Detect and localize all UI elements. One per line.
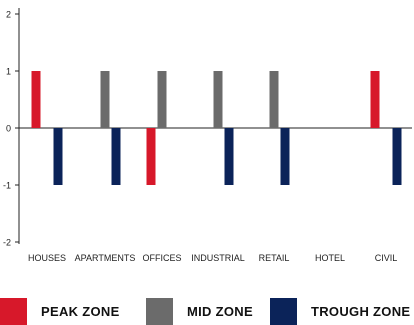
legend-item-peak-zone: PEAK ZONE xyxy=(0,297,120,325)
x-tick-label: APARTMENTS xyxy=(75,253,136,263)
bar-trough-zone-houses xyxy=(53,128,63,185)
bar-trough-zone-civil xyxy=(392,128,402,185)
bar-mid-zone-industrial xyxy=(213,71,223,128)
chart-area: 2 1 0 -1 -2 HOUSES APARTMENTS OFFICES INDUSTRIAL… xyxy=(3,8,412,263)
legend-label-mid-zone: MID ZONE xyxy=(187,303,253,319)
x-tick-label: OFFICES xyxy=(142,253,181,263)
bar-trough-zone-industrial xyxy=(224,128,234,185)
y-tick-label: 1 xyxy=(6,67,11,77)
y-tick-label: 0 xyxy=(6,124,11,134)
legend-item-trough-zone: TROUGH ZONE xyxy=(270,297,411,325)
x-tick-label: INDUSTRIAL xyxy=(191,253,245,263)
legend: PEAK ZONE MID ZONE TROUGH ZONE xyxy=(0,297,414,325)
bar-peak-zone-houses xyxy=(31,71,41,128)
x-tick-label: HOUSES xyxy=(28,253,66,263)
legend-swatch-peak-zone xyxy=(0,297,27,325)
y-tick-label: -1 xyxy=(3,181,11,191)
bar-mid-zone-retail xyxy=(269,71,279,128)
x-tick-label: HOTEL xyxy=(315,253,345,263)
legend-item-mid-zone: MID ZONE xyxy=(146,297,253,325)
bar-mid-zone-offices xyxy=(157,71,167,128)
bar-trough-zone-retail xyxy=(280,128,290,185)
x-tick-label: CIVIL xyxy=(375,253,398,263)
x-tick-label: RETAIL xyxy=(259,253,290,263)
legend-swatch-mid-zone xyxy=(146,297,173,325)
legend-label-peak-zone: PEAK ZONE xyxy=(41,303,120,319)
y-tick-label: -2 xyxy=(3,238,11,248)
legend-swatch-trough-zone xyxy=(270,297,297,325)
bar-mid-zone-apartments xyxy=(100,71,110,128)
bar-peak-zone-offices xyxy=(146,128,156,185)
y-tick-label: 2 xyxy=(6,10,11,20)
bar-trough-zone-apartments xyxy=(111,128,121,185)
bar-peak-zone-civil xyxy=(370,71,380,128)
legend-label-trough-zone: TROUGH ZONE xyxy=(311,303,411,319)
